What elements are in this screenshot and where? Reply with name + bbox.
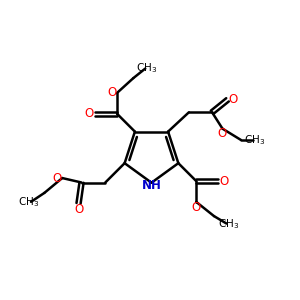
Text: O: O	[107, 86, 116, 99]
Text: O: O	[192, 201, 201, 214]
Text: O: O	[52, 172, 62, 184]
Text: CH$_3$: CH$_3$	[136, 61, 158, 75]
Text: O: O	[228, 93, 238, 106]
Text: CH$_3$: CH$_3$	[244, 133, 265, 147]
Text: NH: NH	[142, 178, 161, 192]
Text: O: O	[74, 203, 83, 216]
Text: CH$_3$: CH$_3$	[18, 196, 40, 209]
Text: CH$_3$: CH$_3$	[218, 218, 239, 231]
Text: O: O	[85, 107, 94, 120]
Text: O: O	[218, 128, 227, 140]
Text: O: O	[219, 175, 229, 188]
